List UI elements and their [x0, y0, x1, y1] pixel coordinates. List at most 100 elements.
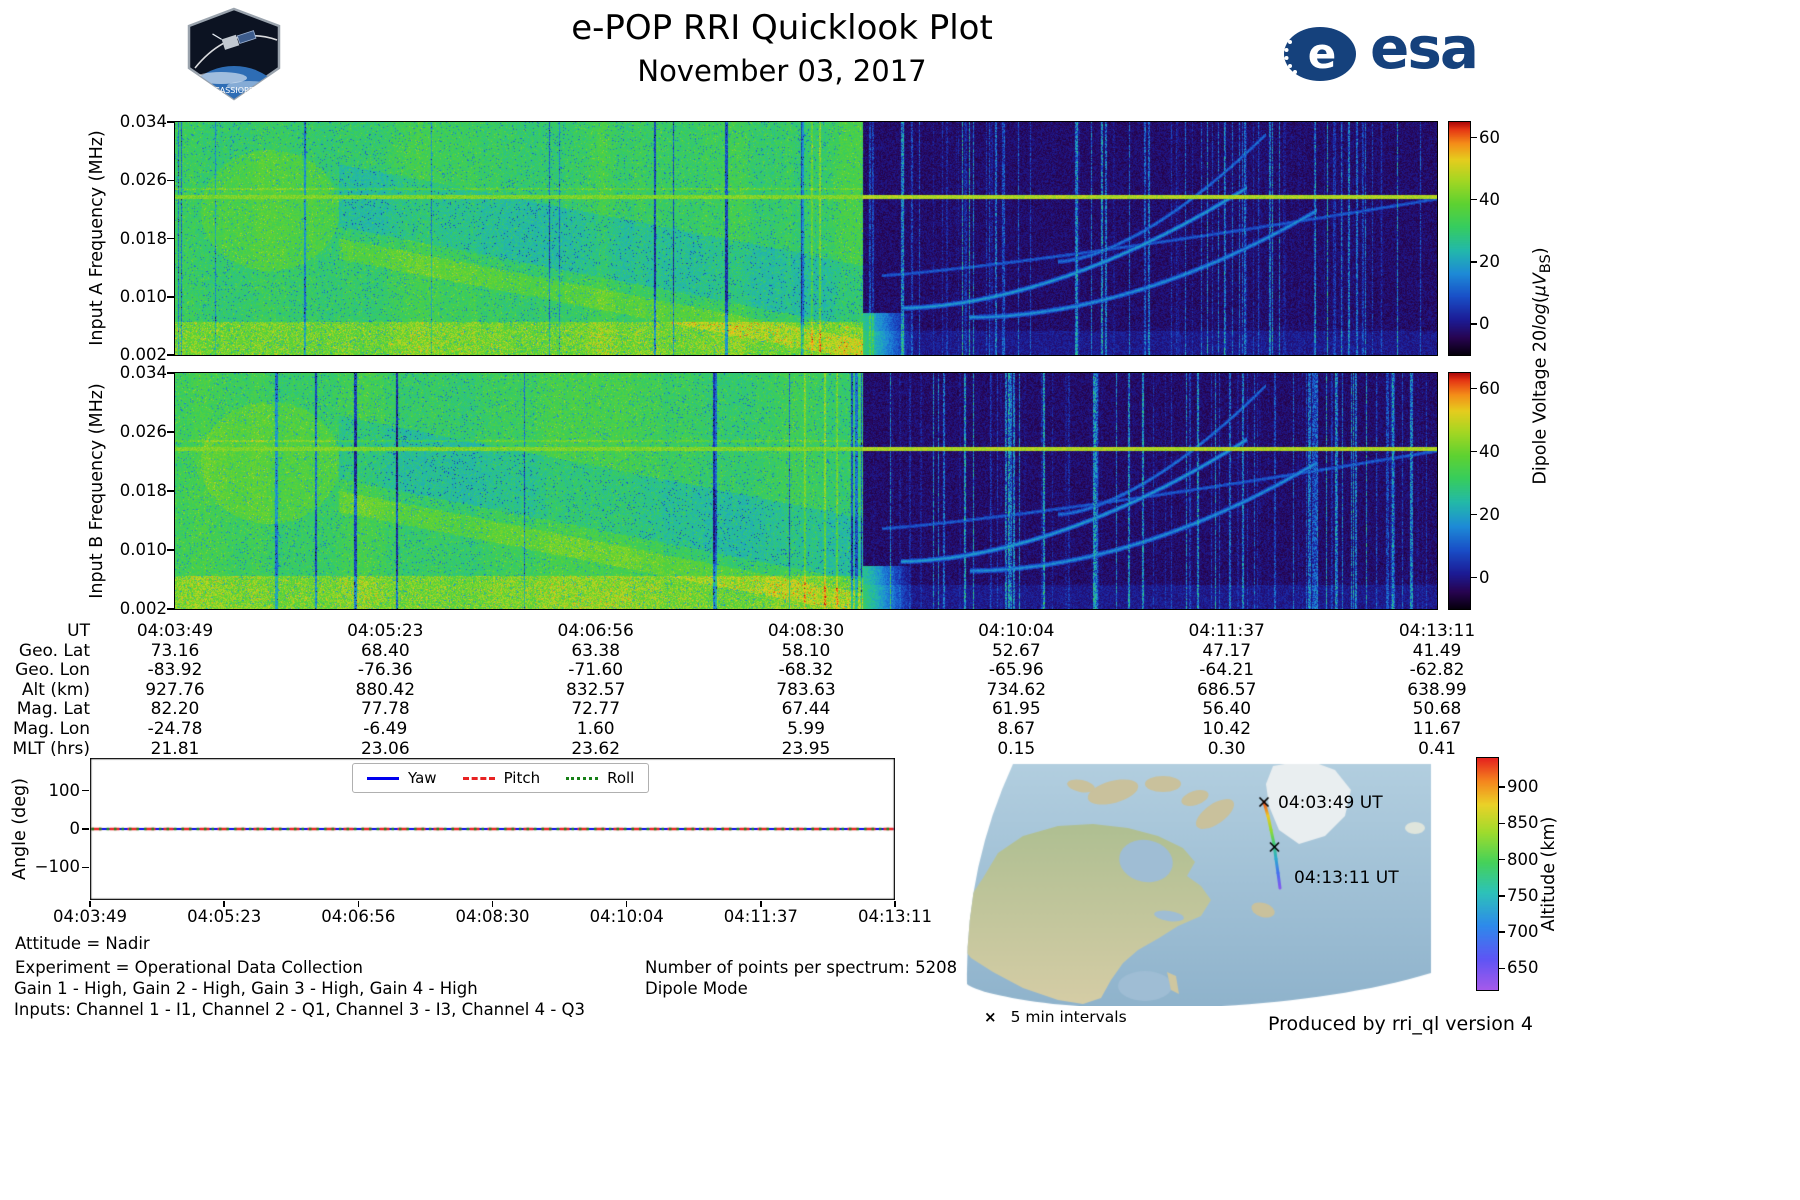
freq-tick-label: 0.002 [119, 598, 167, 618]
ephemeris-value: 21.81 [150, 738, 200, 759]
freq-tick-mark [167, 121, 174, 123]
ephemeris-value: 880.42 [355, 679, 416, 700]
freq-tick-label: 0.034 [119, 362, 167, 382]
ephemeris-value: -71.60 [568, 660, 624, 681]
cassiope-patch-graphic: CASSIOPE [187, 7, 281, 101]
angle-xtick-label: 04:11:37 [723, 907, 798, 926]
colorbar-tick-mark [1471, 261, 1477, 263]
freq-tick-mark [167, 354, 174, 356]
cbar-label-log: log [1530, 303, 1551, 330]
freq-tick-label: 0.026 [119, 170, 167, 190]
ephemeris-value: -76.36 [357, 660, 413, 681]
pitch-label: Pitch [503, 769, 541, 787]
title-block: e-POP RRI Quicklook Plot November 03, 20… [150, 8, 1414, 88]
colorbar-b [1448, 372, 1471, 610]
angle-legend: Yaw Pitch Roll [352, 763, 650, 793]
ephemeris-value: 10.42 [1202, 719, 1252, 739]
ephemeris-value: 73.16 [150, 640, 200, 661]
interval-marker-text: 5 min intervals [1010, 1008, 1127, 1026]
ephemeris-value: 63.38 [571, 640, 621, 661]
altitude-tick-mark [1499, 858, 1505, 861]
ut-tick-label: 04:10:04 [978, 621, 1055, 641]
ephemeris-value: 77.78 [360, 699, 410, 720]
spectrogram-a-ylabel: Input A Frequency (MHz) [87, 130, 107, 346]
angle-ytick-label: −100 [34, 857, 80, 877]
freq-tick-mark [167, 549, 174, 551]
ephemeris-value: 67.44 [781, 699, 831, 720]
altitude-tick-label: 750 [1507, 885, 1539, 905]
ephemeris-value: 50.68 [1412, 699, 1462, 720]
cassiope-mission-patch: CASSIOPE [183, 6, 285, 106]
inputs-text: Inputs: Channel 1 - I1, Channel 2 - Q1, … [14, 1000, 585, 1019]
ephemeris-value: -62.82 [1409, 660, 1465, 681]
angle-ytick-label: 100 [48, 780, 81, 800]
ephemeris-value: 52.67 [991, 640, 1041, 661]
ephemeris-value: 1.60 [576, 719, 615, 739]
esa-emblem-icon: e [1284, 27, 1356, 81]
colorbar-tick-mark [1471, 198, 1477, 201]
legend-item-pitch: Pitch [462, 769, 541, 787]
angle-xtick-label: 04:13:11 [857, 907, 933, 926]
ephemeris-value: 638.99 [1407, 679, 1467, 700]
colorbar-tick-label: 20 [1479, 251, 1500, 271]
angle-xtick-label: 04:10:04 [589, 907, 664, 926]
colorbar-tick-mark [1471, 513, 1477, 516]
angle-xtick-mark [491, 901, 494, 907]
ephemeris-value: -24.78 [147, 719, 203, 739]
track-end-time-label: 04:13:11 UT [1294, 868, 1399, 888]
ephemeris-value: -64.21 [1199, 660, 1255, 681]
gains-text: Gain 1 - High, Gain 2 - High, Gain 3 - H… [14, 979, 478, 998]
ephemeris-value: 61.95 [991, 699, 1041, 720]
altitude-tick-label: 800 [1507, 849, 1539, 869]
ephemeris-value: -68.32 [778, 660, 834, 681]
roll-label: Roll [607, 769, 635, 787]
cbar-label-open: ( [1530, 296, 1551, 304]
track-start-time-label: 04:03:49 UT [1278, 793, 1383, 813]
ephemeris-value: 58.10 [781, 640, 831, 661]
angle-xtick-label: 04:03:49 [52, 907, 128, 926]
freq-tick-label: 0.018 [119, 228, 167, 248]
ephemeris-value: 11.67 [1412, 719, 1462, 739]
colorbar-tick-label: 60 [1479, 378, 1500, 398]
altitude-tick-label: 850 [1507, 813, 1539, 833]
plot-date: November 03, 2017 [637, 54, 927, 88]
ut-tick-label: 04:11:37 [1188, 621, 1265, 641]
points-per-spectrum-text: Number of points per spectrum: 5208 [645, 958, 958, 977]
pitch-line-sample [462, 776, 495, 780]
ephemeris-value: 23.06 [360, 738, 410, 759]
ephemeris-row-label: Mag. Lon [12, 719, 90, 739]
ut-tick-label: 04:05:23 [347, 621, 424, 641]
altitude-tick-label: 650 [1507, 958, 1539, 978]
altitude-colorbar-label: Altitude (km) [1539, 816, 1559, 932]
freq-tick-label: 0.026 [119, 421, 167, 441]
legend-item-roll: Roll [566, 769, 634, 787]
mode-text: Dipole Mode [645, 979, 748, 998]
ephemeris-value: 56.40 [1202, 699, 1252, 720]
ephemeris-value: -65.96 [988, 660, 1044, 681]
ephemeris-row-label: MLT (hrs) [12, 738, 90, 759]
ut-tick-label: 04:06:56 [557, 621, 634, 641]
freq-tick-label: 0.010 [119, 539, 167, 559]
interval-marker-symbol: × [984, 1008, 997, 1026]
ephemeris-value: 5.99 [787, 719, 825, 739]
altitude-tick-mark [1499, 786, 1505, 788]
angle-xtick-label: 04:06:56 [321, 907, 396, 926]
ut-tick-label: 04:03:49 [136, 621, 214, 641]
altitude-tick-mark [1499, 822, 1505, 824]
experiment-text: Experiment = Operational Data Collection [15, 958, 363, 977]
colorbar-tick-mark [1471, 387, 1477, 390]
ephemeris-row-label: UT [67, 621, 90, 641]
angle-xtick-mark [223, 901, 225, 907]
angle-ytick-label: 0 [69, 818, 81, 838]
angle-xtick-mark [760, 901, 762, 907]
freq-tick-mark [167, 237, 174, 240]
freq-tick-mark [167, 179, 174, 181]
produced-by-text: Produced by rri_ql version 4 [1268, 1013, 1533, 1035]
freq-tick-mark [167, 431, 174, 433]
cbar-label-prefix: Dipole Voltage 20 [1530, 329, 1551, 485]
ephemeris-value: 41.49 [1412, 640, 1462, 661]
ephemeris-value: 686.57 [1196, 679, 1257, 700]
yaw-line-sample [367, 776, 399, 780]
altitude-tick-mark [1499, 895, 1505, 897]
